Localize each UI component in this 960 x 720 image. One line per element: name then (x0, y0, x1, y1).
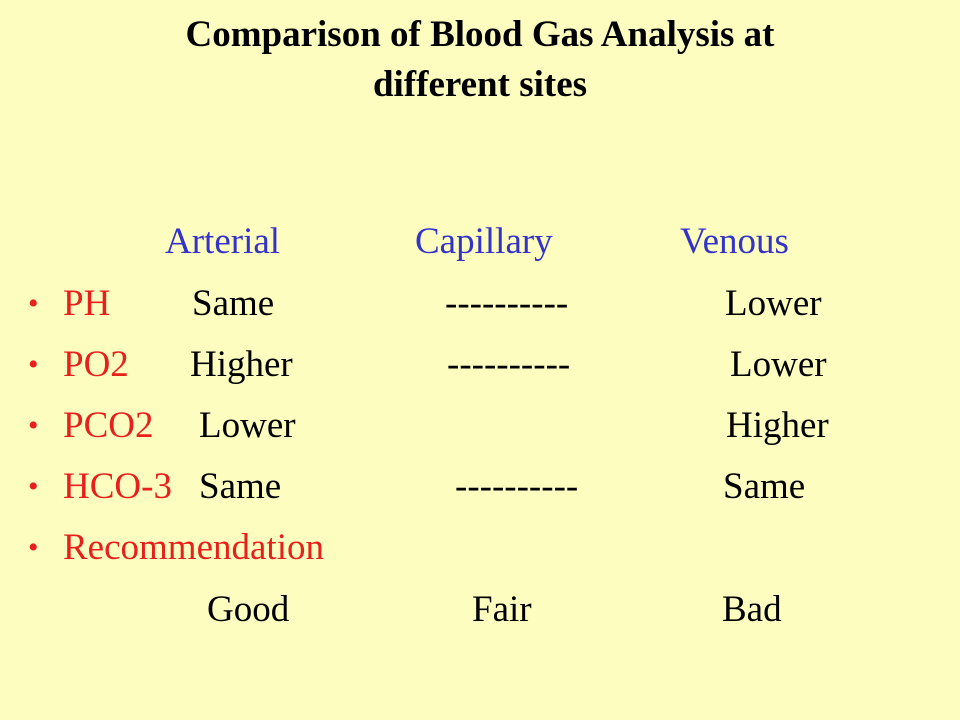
bullet-icon: • (28, 287, 39, 320)
capillary-value: ---------- (445, 283, 569, 324)
bullet-icon: • (28, 531, 39, 564)
venous-value: Lower (725, 283, 822, 324)
row-label: PCO2 (63, 405, 154, 446)
capillary-recommendation: Fair (472, 589, 532, 630)
column-header-venous: Venous (680, 221, 789, 262)
venous-value: Higher (726, 405, 829, 446)
row-label: PO2 (63, 344, 129, 385)
arterial-value: Same (192, 283, 275, 324)
slide-title: Comparison of Blood Gas Analysis at diff… (0, 10, 960, 110)
column-header-capillary: Capillary (415, 221, 553, 262)
list-item: • PO2 Higher ---------- Lower (0, 343, 960, 387)
arterial-recommendation: Good (207, 589, 290, 630)
venous-value: Lower (730, 344, 827, 385)
list-item: • HCO-3 Same ---------- Same (0, 465, 960, 509)
venous-value: Same (723, 466, 806, 507)
arterial-value: Same (199, 466, 282, 507)
title-line-1: Comparison of Blood Gas Analysis at (185, 14, 775, 55)
recommendation-label: Recommendation (63, 527, 324, 568)
bullet-icon: • (28, 348, 39, 381)
bullet-icon: • (28, 470, 39, 503)
list-item: • PCO2 Lower Higher (0, 404, 960, 448)
list-item: • PH Same ---------- Lower (0, 282, 960, 326)
column-header-arterial: Arterial (165, 221, 281, 262)
capillary-value: ---------- (455, 466, 579, 507)
list-item: • Recommendation (0, 526, 960, 570)
arterial-value: Lower (199, 405, 296, 446)
arterial-value: Higher (190, 344, 293, 385)
row-label: HCO-3 (63, 466, 172, 507)
venous-recommendation: Bad (722, 589, 782, 630)
row-label: PH (63, 283, 111, 324)
bullet-icon: • (28, 409, 39, 442)
recommendation-values: Good Fair Bad (0, 588, 960, 632)
capillary-value: ---------- (447, 344, 571, 385)
title-line-2: different sites (372, 64, 588, 105)
